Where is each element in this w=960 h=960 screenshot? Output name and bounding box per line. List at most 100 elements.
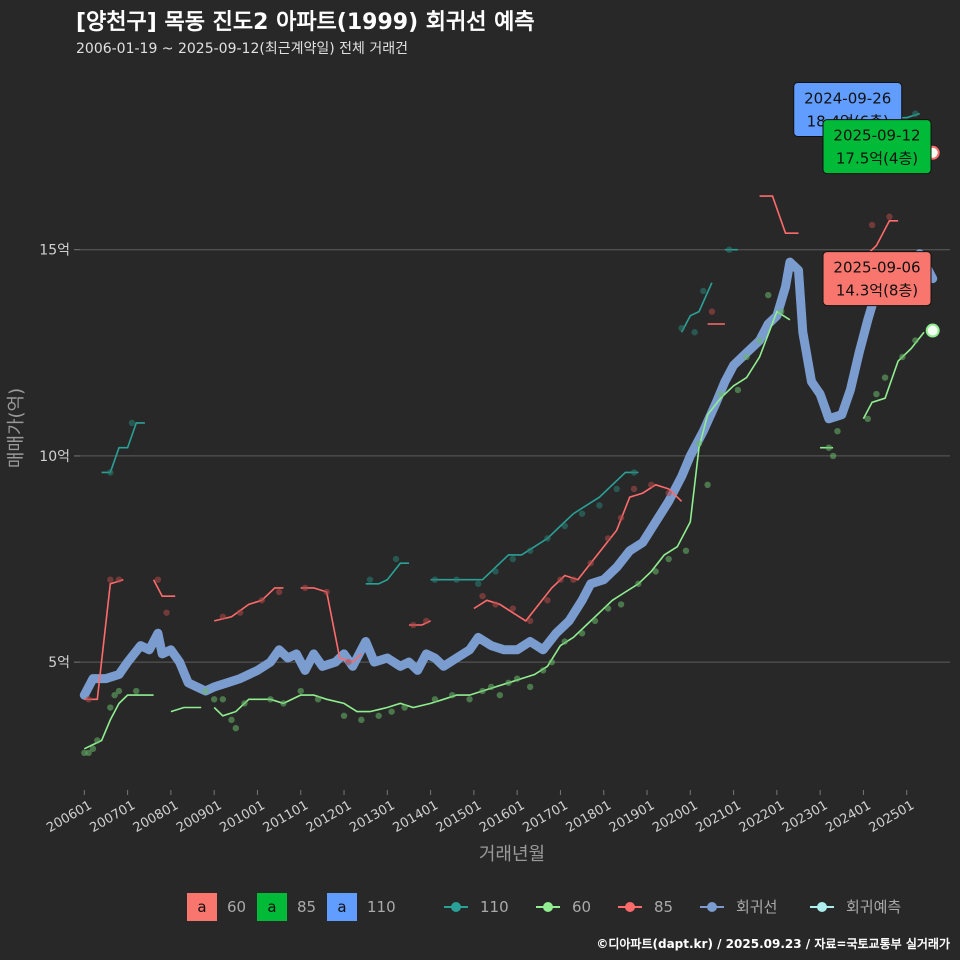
scatter-point-60 [388,708,395,715]
scatter-point-110 [578,510,586,517]
scatter-point-60 [734,386,742,394]
scatter-point-60 [314,696,322,703]
scatter-point-85 [587,559,594,567]
legend-label: 회귀예측 [846,898,901,916]
scatter-point-60 [219,696,227,703]
scatter-point-60 [912,337,919,344]
scatter-point-85 [544,597,551,604]
scatter-point-85 [236,609,244,616]
scatter-point-85 [115,576,123,583]
scatter-point-60 [210,696,218,703]
scatter-point-110 [107,469,114,476]
x-tick-label: 201501 [434,798,484,836]
scatter-point-85 [630,485,638,493]
scatter-point-60 [539,667,547,674]
series-line-85 [214,587,284,622]
scatter-point-85 [85,696,92,703]
scatter-point-60 [777,308,785,315]
scatter-point-60 [873,390,880,398]
scatter-point-60 [133,687,140,695]
y-tick-label: 10억 [39,449,70,465]
scatter-point-60 [107,704,114,711]
scatter-point-60 [487,683,495,691]
scatter-point-60 [881,374,889,381]
scatter-layer [81,110,932,757]
scatter-point-60 [280,700,287,707]
scatter-point-85 [301,584,309,592]
annotation-date: 2025-09-06 [833,259,920,277]
legend-label: 60 [572,898,591,916]
annotation-box [822,119,932,175]
scatter-point-85 [479,592,486,600]
series-line-85 [300,587,362,664]
scatter-point-110 [392,555,400,563]
scatter-point-60 [431,696,439,703]
x-tick-label: 201201 [304,798,354,836]
legend-label: 85 [297,898,316,916]
scatter-point-60 [89,745,97,752]
x-tick-label: 200901 [174,798,224,836]
scatter-point-85 [258,597,265,604]
legend-key-60 [187,893,217,921]
scatter-point-85 [509,605,517,612]
scatter-point-110 [678,324,685,332]
scatter-point-85 [423,617,430,625]
scatter-point-60 [756,337,763,344]
scatter-point-85 [410,621,417,629]
legend-key-85 [257,893,287,921]
x-tick-label: 201701 [520,798,570,836]
x-axis-title: 거래년월 [479,844,545,865]
scatter-point-60 [241,700,248,707]
scatter-point-60 [829,452,837,460]
scatter-point-85 [708,308,716,315]
legend-label: 85 [654,898,673,916]
scatter-point-85 [492,601,499,608]
annotation-price: 17.5억(4층) [836,150,918,168]
scatter-point-60 [401,704,408,711]
scatter-point-60 [665,555,672,563]
scatter-point-110 [613,485,620,493]
chart-subtitle: 2006-01-19 ~ 2025-09-12(최근계약일) 전체 거래건 [76,41,408,57]
x-tick-label: 202001 [650,798,700,836]
x-tick-label: 202501 [867,798,917,836]
legend-label: 110 [480,898,509,916]
scatter-point-60 [825,444,833,451]
scatter-point-110 [128,419,136,427]
scatter-point-60 [94,737,101,744]
scatter-point-110 [700,287,707,295]
legend-dot-110 [451,902,461,912]
regression-line [79,249,938,700]
scatter-point-60 [85,749,92,757]
scatter-point-60 [202,687,209,695]
scatter-point-60 [505,679,512,686]
scatter-point-60 [652,568,659,575]
series-line-110 [101,422,145,474]
x-tick-label: 202201 [737,798,787,836]
scatter-point-60 [604,605,612,612]
series-line-60 [83,694,154,750]
scatter-point-60 [526,683,534,691]
scatter-point-110 [912,110,919,117]
scatter-point-85 [154,576,162,583]
scatter-point-85 [275,588,283,596]
scatter-point-60 [111,691,118,699]
x-tick-label: 202401 [823,798,873,836]
scatter-point-60 [232,724,240,732]
scatter-point-110 [630,469,638,476]
scatter-point-110 [453,576,460,583]
scatter-point-60 [267,696,274,703]
scatter-point-60 [513,675,521,682]
series-line-85 [473,483,683,622]
x-tick-label: 201301 [347,798,397,836]
series-line-60 [862,331,925,420]
scatter-point-60 [899,353,906,361]
grid-lines [80,249,950,663]
forecast-point-60 [925,323,940,338]
chart-title: [양천구] 목동 진도2 아파트(1999) 회귀선 예측 [76,10,535,35]
x-tick-label: 202101 [693,798,743,836]
scatter-point-60 [635,580,642,587]
x-tick-label: 200801 [131,798,181,836]
legend-dot-회귀예측 [817,902,827,912]
scatter-point-110 [544,535,551,542]
